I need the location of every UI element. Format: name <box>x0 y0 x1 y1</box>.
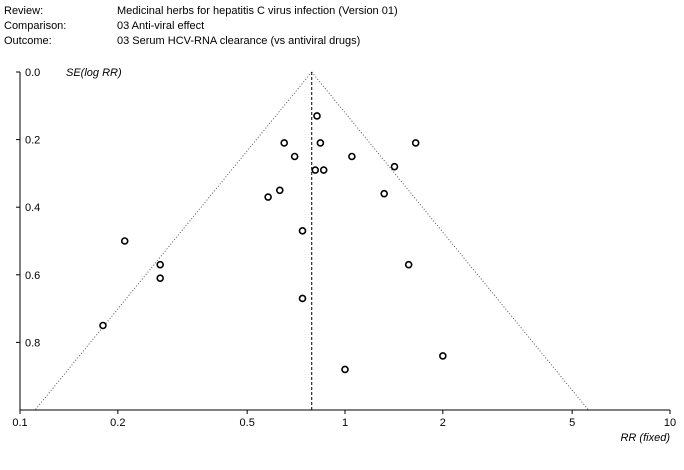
outcome-label: Outcome: <box>4 35 52 47</box>
study-point <box>404 260 413 269</box>
study-point <box>298 227 307 235</box>
comparison-label: Comparison: <box>4 20 67 32</box>
study-point <box>99 321 107 330</box>
study-point <box>411 139 420 147</box>
study-point <box>316 139 325 147</box>
x-tick-label: 0.5 <box>240 417 255 429</box>
study-point <box>439 352 447 360</box>
study-point <box>313 112 321 120</box>
study-point <box>341 365 349 374</box>
study-point <box>156 274 164 282</box>
review-label: Review: <box>4 5 44 17</box>
review-value: Medicinal herbs for hepatitis C virus in… <box>117 5 398 17</box>
y-axis-title: SE(log RR) <box>66 67 122 79</box>
y-tick-label: 0.4 <box>25 202 40 214</box>
x-tick-label: 0.1 <box>12 417 27 429</box>
y-tick-label: 0.0 <box>25 67 40 79</box>
study-point <box>290 152 299 161</box>
study-point <box>311 166 320 174</box>
study-point <box>280 139 288 147</box>
study-point <box>120 237 129 245</box>
x-axis-title: RR (fixed) <box>620 432 670 444</box>
y-tick-label: 0.2 <box>25 135 40 147</box>
x-tick-label: 2 <box>440 417 446 429</box>
chart-marks: 0.0 0.2 0.4 0.6 0.8 0.1 0.2 0.5 1 2 5 10 <box>12 67 676 429</box>
comparison-row: Comparison: 03 Anti-viral effect <box>4 19 398 34</box>
x-tick-label: 10 <box>664 417 676 429</box>
study-point <box>390 162 399 171</box>
review-row: Review: Medicinal herbs for hepatitis C … <box>4 4 398 19</box>
y-tick-label: 0.8 <box>25 337 40 349</box>
review-header: Review: Medicinal herbs for hepatitis C … <box>4 4 398 49</box>
study-point <box>264 193 272 201</box>
x-tick-label: 1 <box>342 417 348 429</box>
study-point <box>380 189 388 198</box>
study-point <box>319 166 328 174</box>
y-tick-label: 0.6 <box>25 270 40 282</box>
study-point <box>275 186 284 195</box>
funnel-limit-right <box>311 71 589 411</box>
study-point <box>348 152 356 161</box>
study-point <box>298 294 307 303</box>
x-tick-label: 0.2 <box>110 417 125 429</box>
funnel-limit-left <box>34 71 313 411</box>
outcome-row: Outcome: 03 Serum HCV-RNA clearance (vs … <box>4 34 398 49</box>
x-tick-label: 5 <box>569 417 575 429</box>
study-point <box>156 260 164 269</box>
outcome-value: 03 Serum HCV-RNA clearance (vs antiviral… <box>117 35 361 47</box>
comparison-value: 03 Anti-viral effect <box>117 20 205 32</box>
chart-axes: SE(log RR) RR (fixed) <box>19 67 670 444</box>
